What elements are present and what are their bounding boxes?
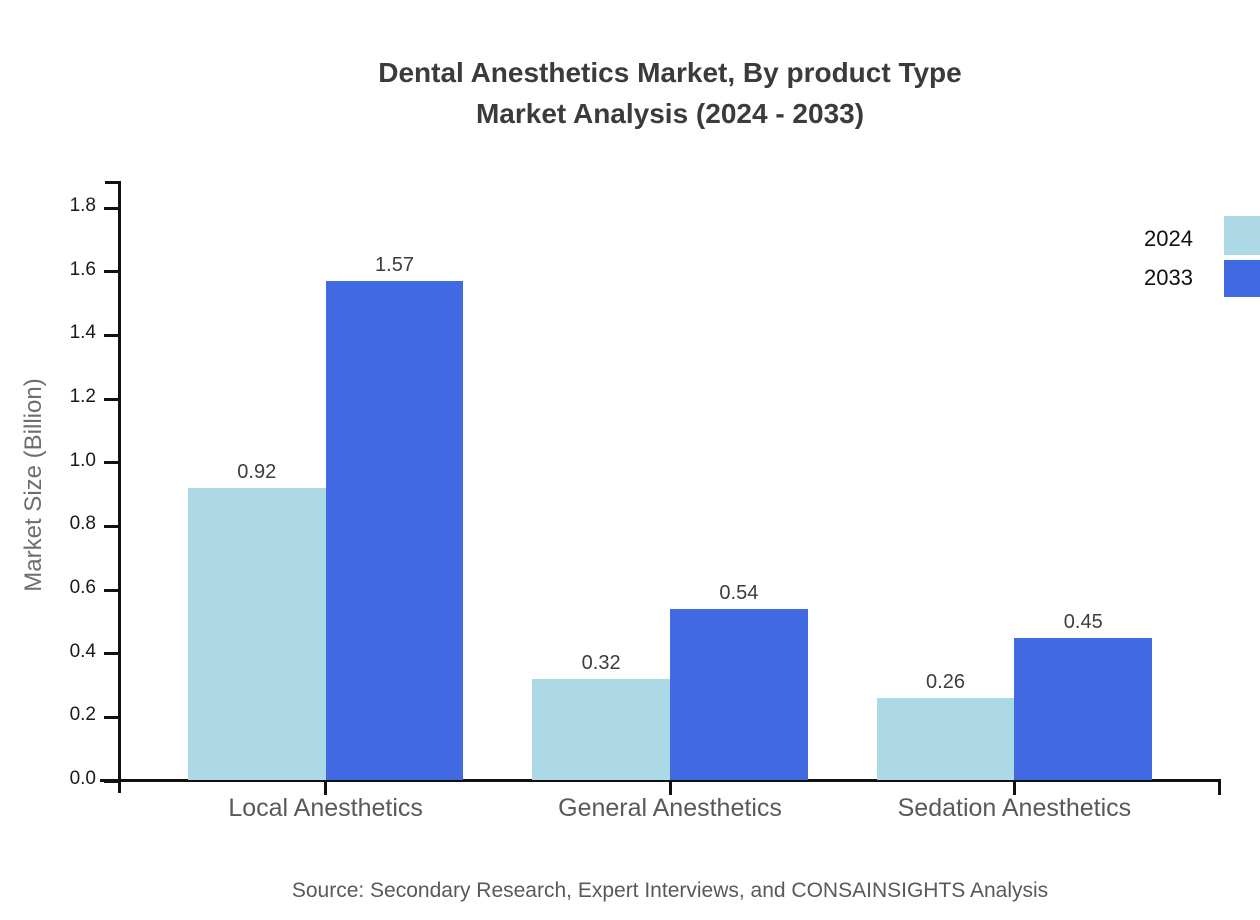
y-axis-top-cap xyxy=(105,181,121,184)
bar-value-label-2033-sedation-anesthetics: 0.45 xyxy=(1063,610,1103,633)
x-category-label-local-anesthetics: Local Anesthetics xyxy=(228,794,423,822)
x-tick-mark-general-anesthetics xyxy=(668,782,672,795)
x-tick-mark-sedation-anesthetics xyxy=(1012,782,1016,795)
y-tick-label-0.8: 0.8 xyxy=(69,513,96,535)
source-note: Source: Secondary Research, Expert Inter… xyxy=(291,879,1049,902)
y-tick-mark-0.0 xyxy=(104,779,119,783)
y-tick-mark-1.4 xyxy=(104,333,119,337)
chart-title-line-2: Market Analysis (2024 - 2033) xyxy=(475,98,865,129)
bar-2033-sedation-anesthetics xyxy=(1014,637,1153,780)
bar-2033-local-anesthetics xyxy=(325,281,464,780)
y-tick-label-0.2: 0.2 xyxy=(69,704,96,726)
y-tick-mark-0.8 xyxy=(104,524,119,528)
y-tick-mark-1.2 xyxy=(104,397,119,401)
bar-value-label-2024-local-anesthetics: 0.92 xyxy=(237,461,277,484)
y-tick-label-1.4: 1.4 xyxy=(69,322,96,344)
bar-value-label-2033-general-anesthetics: 0.54 xyxy=(719,582,759,605)
bar-2024-local-anesthetics xyxy=(187,488,326,780)
legend-label-2024: 2024 xyxy=(1144,226,1193,251)
legend-swatch-2033 xyxy=(1224,260,1260,297)
y-tick-label-1.0: 1.0 xyxy=(69,449,96,471)
legend-swatch-2024 xyxy=(1224,216,1260,255)
y-tick-mark-1.8 xyxy=(104,206,119,210)
y-tick-mark-0.2 xyxy=(104,715,119,719)
y-tick-label-1.6: 1.6 xyxy=(69,258,96,280)
x-category-label-sedation-anesthetics: Sedation Anesthetics xyxy=(897,794,1132,822)
y-tick-label-0.4: 0.4 xyxy=(69,640,96,662)
y-tick-label-1.2: 1.2 xyxy=(69,386,96,407)
chart-title-line-1: Dental Anesthetics Market, By product Ty… xyxy=(378,57,962,88)
bar-value-label-2033-local-anesthetics: 1.57 xyxy=(375,254,414,277)
y-tick-mark-1.6 xyxy=(104,270,119,274)
bar-2024-sedation-anesthetics xyxy=(876,698,1015,780)
bar-2033-general-anesthetics xyxy=(670,609,808,780)
chart-title: Dental Anesthetics Market, By product Ty… xyxy=(80,52,1260,134)
bar-value-label-2024-general-anesthetics: 0.32 xyxy=(581,652,621,675)
bar-value-label-2024-sedation-anesthetics: 0.26 xyxy=(926,671,965,694)
y-tick-mark-0.4 xyxy=(104,652,119,656)
y-axis-line xyxy=(118,181,121,793)
y-tick-label-0.6: 0.6 xyxy=(69,577,96,598)
x-tick-mark-local-anesthetics xyxy=(324,782,328,795)
legend-label-2033: 2033 xyxy=(1144,265,1193,290)
x-axis-right-cap xyxy=(1218,779,1221,795)
y-tick-label-0.0: 0.0 xyxy=(69,768,96,789)
y-tick-mark-1.0 xyxy=(104,461,119,465)
y-tick-mark-0.6 xyxy=(104,588,119,592)
x-category-label-general-anesthetics: General Anesthetics xyxy=(558,794,782,822)
bar-2024-general-anesthetics xyxy=(532,679,670,780)
x-axis-line xyxy=(100,779,1221,782)
y-tick-label-1.8: 1.8 xyxy=(69,195,96,216)
